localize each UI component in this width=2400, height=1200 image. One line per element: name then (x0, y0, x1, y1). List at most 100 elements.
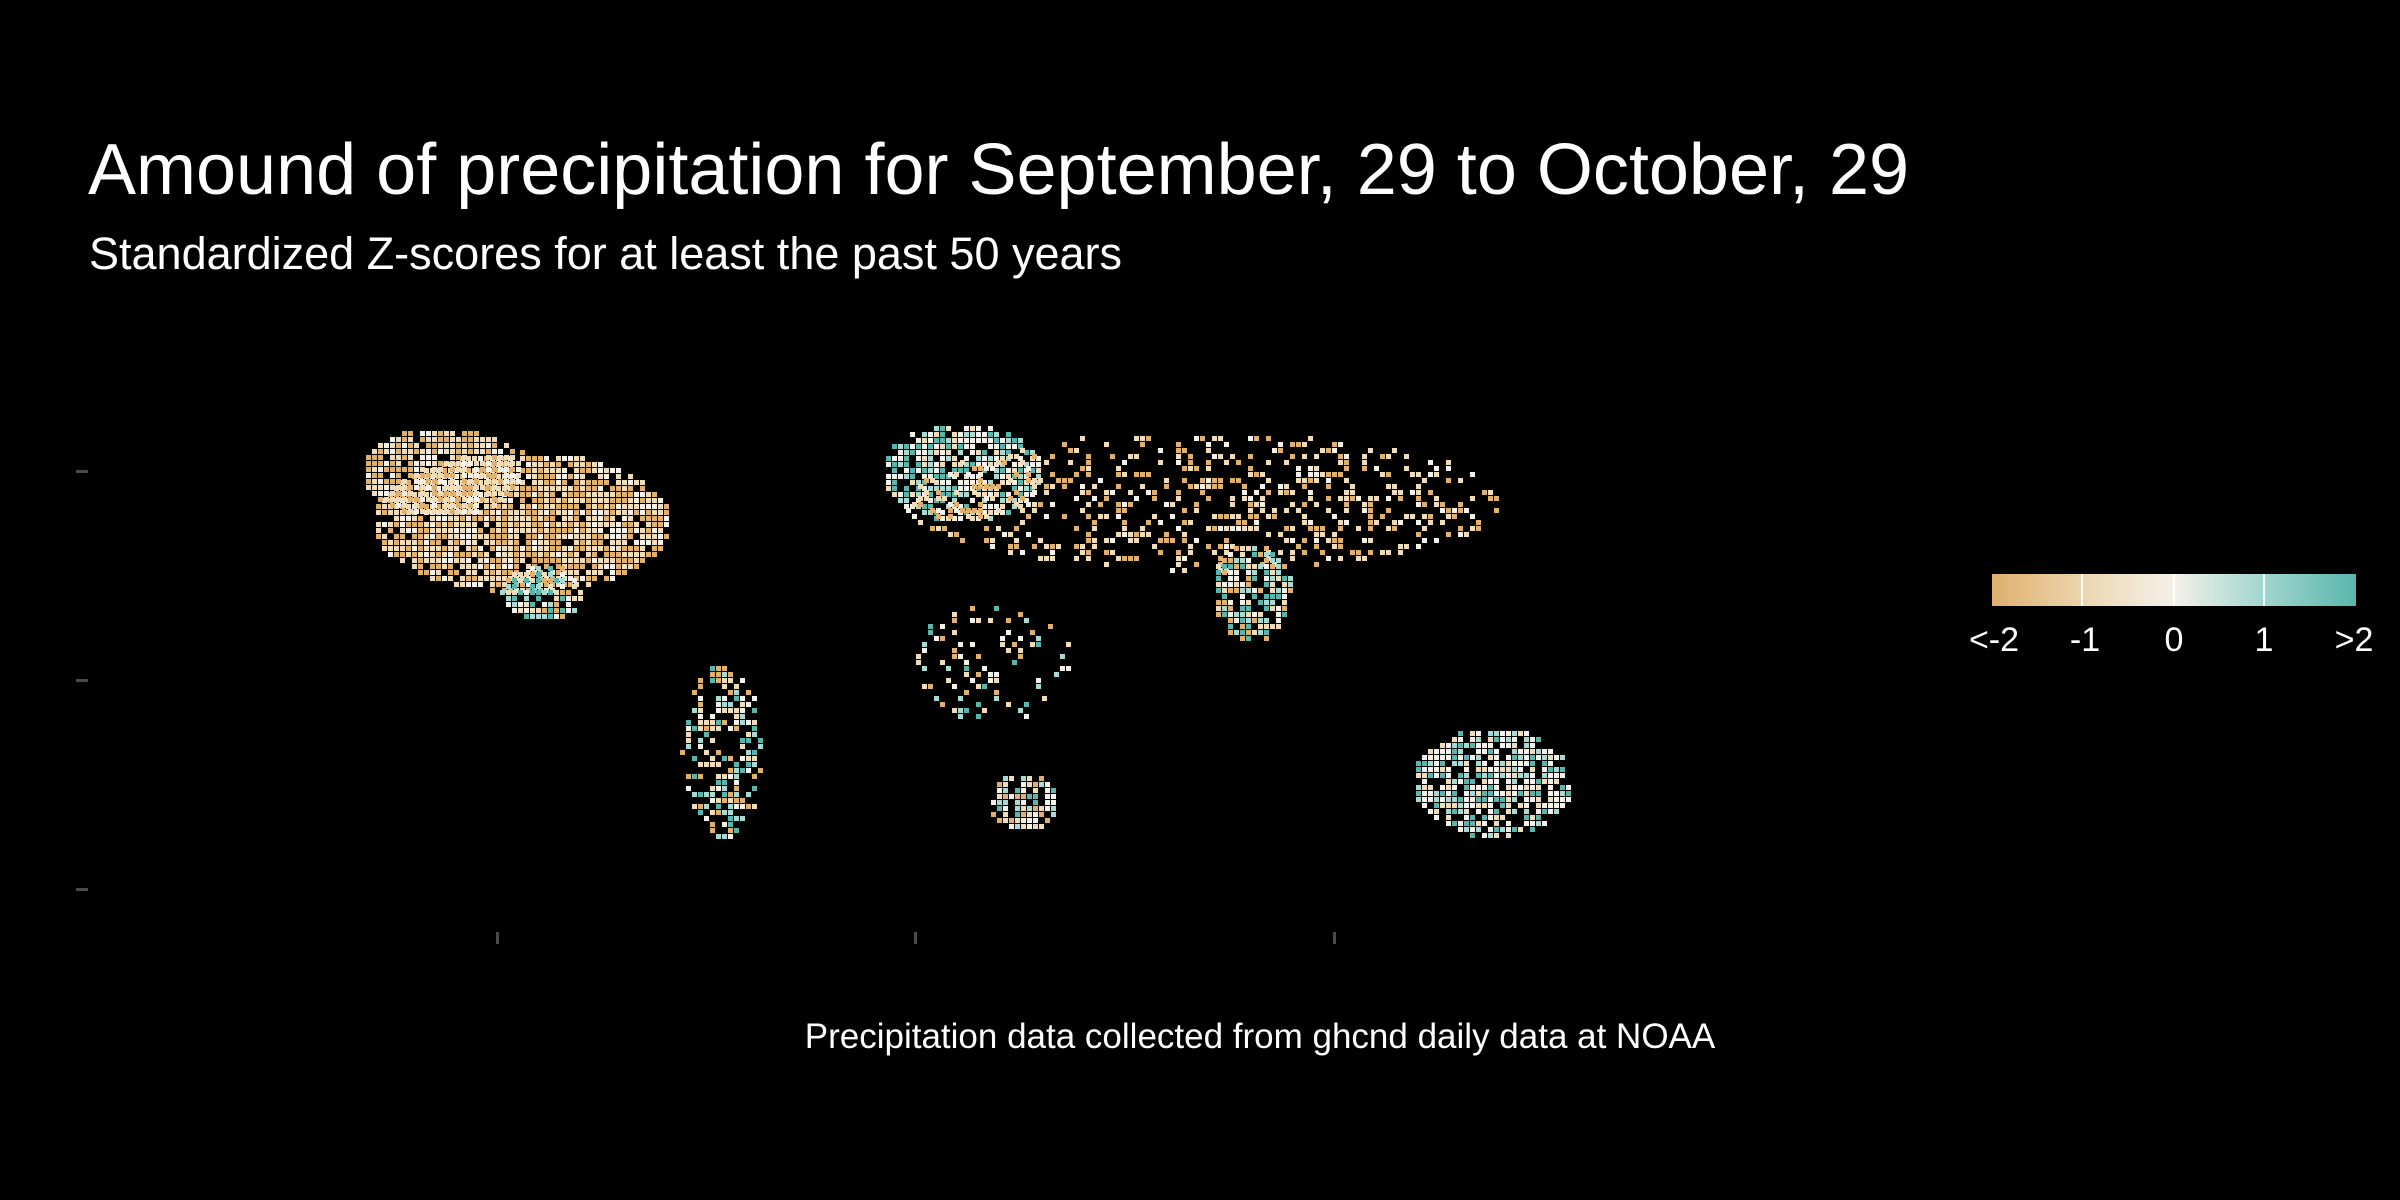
station-pixel (548, 572, 553, 577)
station-pixel (966, 514, 971, 519)
station-pixel (414, 443, 419, 448)
station-pixel (1440, 755, 1445, 760)
station-pixel (548, 590, 553, 595)
station-pixel (592, 486, 597, 491)
station-pixel (548, 566, 553, 571)
station-pixel (1276, 588, 1281, 593)
station-pixel (382, 510, 387, 515)
x-axis-tick (1333, 932, 1336, 944)
station-pixel (892, 492, 897, 497)
station-pixel (698, 792, 703, 797)
station-pixel (1116, 466, 1121, 471)
station-pixel (728, 798, 733, 803)
station-pixel (526, 510, 531, 515)
station-pixel (886, 486, 891, 491)
station-pixel (1258, 630, 1263, 635)
station-pixel (698, 738, 703, 743)
station-pixel (556, 456, 561, 461)
station-pixel (1494, 761, 1499, 766)
station-pixel (1278, 490, 1283, 495)
station-pixel (686, 720, 691, 725)
station-pixel (1488, 749, 1493, 754)
station-pixel (1506, 737, 1511, 742)
station-pixel (1254, 490, 1259, 495)
station-pixel (898, 444, 903, 449)
station-pixel (586, 504, 591, 509)
station-pixel (1240, 618, 1245, 623)
station-pixel (382, 504, 387, 509)
station-pixel (734, 774, 739, 779)
station-pixel (1476, 797, 1481, 802)
station-pixel (450, 449, 455, 454)
station-pixel (1240, 594, 1245, 599)
station-pixel (604, 546, 609, 551)
station-pixel (978, 508, 983, 513)
station-pixel (502, 546, 507, 551)
station-pixel (448, 522, 453, 527)
station-pixel (1278, 484, 1283, 489)
station-pixel (408, 437, 413, 442)
station-pixel (454, 522, 459, 527)
station-pixel (1240, 630, 1245, 635)
station-pixel (936, 496, 941, 501)
station-pixel (598, 564, 603, 569)
station-pixel (1518, 755, 1523, 760)
station-pixel (378, 449, 383, 454)
station-pixel (432, 437, 437, 442)
map-title: Amound of precipitation for September, 2… (88, 130, 1910, 210)
station-pixel (698, 762, 703, 767)
station-pixel (1368, 448, 1373, 453)
station-pixel (514, 534, 519, 539)
station-pixel (1246, 546, 1251, 551)
station-pixel (526, 552, 531, 557)
station-pixel (490, 576, 495, 581)
station-pixel (542, 578, 547, 583)
station-pixel (496, 564, 501, 569)
station-pixel (1308, 490, 1313, 495)
station-pixel (976, 702, 981, 707)
station-pixel (1458, 773, 1463, 778)
legend-separator (2173, 574, 2175, 606)
station-pixel (568, 570, 573, 575)
station-pixel (556, 486, 561, 491)
station-pixel (408, 491, 413, 496)
station-pixel (1234, 612, 1239, 617)
station-pixel (1104, 442, 1109, 447)
station-pixel (400, 516, 405, 521)
station-pixel (610, 570, 615, 575)
station-pixel (1212, 478, 1217, 483)
station-pixel (982, 450, 987, 455)
station-pixel (652, 540, 657, 545)
station-pixel (1410, 472, 1415, 477)
station-pixel (474, 473, 479, 478)
station-pixel (508, 510, 513, 515)
station-pixel (402, 437, 407, 442)
station-pixel (1012, 498, 1017, 503)
station-pixel (424, 534, 429, 539)
station-pixel (1200, 490, 1205, 495)
station-pixel (1488, 767, 1493, 772)
station-pixel (514, 516, 519, 521)
station-pixel (964, 444, 969, 449)
station-pixel (1122, 460, 1127, 465)
station-pixel (1018, 444, 1023, 449)
station-pixel (746, 732, 751, 737)
station-pixel (544, 534, 549, 539)
station-pixel (970, 678, 975, 683)
station-pixel (924, 490, 929, 495)
station-pixel (560, 572, 565, 577)
station-pixel (610, 504, 615, 509)
station-pixel (716, 672, 721, 677)
station-pixel (376, 534, 381, 539)
station-pixel (1074, 526, 1079, 531)
station-pixel (1009, 818, 1014, 823)
station-pixel (424, 540, 429, 545)
station-pixel (1302, 484, 1307, 489)
station-pixel (910, 480, 915, 485)
station-pixel (586, 516, 591, 521)
station-pixel (426, 437, 431, 442)
station-pixel (420, 467, 425, 472)
station-pixel (390, 485, 395, 490)
station-pixel (1086, 514, 1091, 519)
